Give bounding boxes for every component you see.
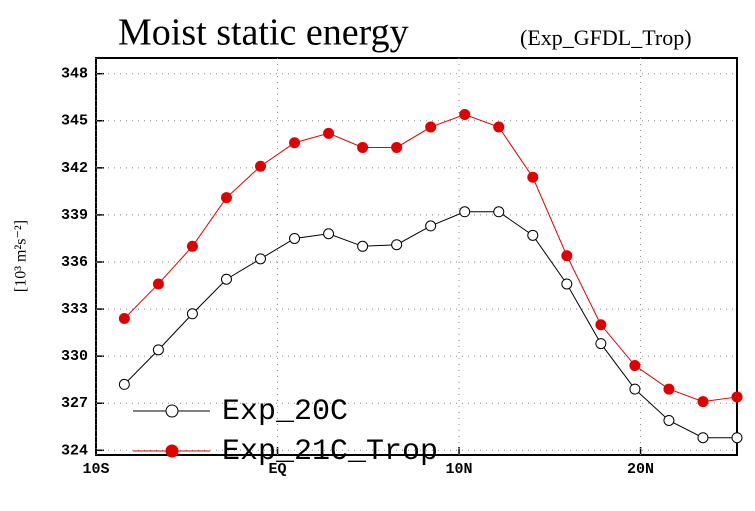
- data-point: [391, 141, 403, 153]
- data-point: [391, 239, 403, 251]
- data-point: [561, 250, 573, 262]
- data-point: [118, 378, 130, 390]
- legend-marker: [165, 404, 179, 418]
- data-point: [220, 192, 232, 204]
- data-point: [425, 220, 437, 232]
- data-point: [493, 206, 505, 218]
- data-point: [629, 383, 641, 395]
- data-point: [663, 383, 675, 395]
- data-point: [425, 121, 437, 133]
- data-point: [731, 432, 743, 444]
- data-point: [255, 160, 267, 172]
- data-point: [186, 308, 198, 320]
- data-point: [629, 360, 641, 372]
- data-point: [459, 108, 471, 120]
- data-point: [152, 278, 164, 290]
- legend-marker: [165, 444, 179, 458]
- data-point: [561, 278, 573, 290]
- y-tick-label: 336: [61, 254, 88, 271]
- y-tick-label: 324: [61, 442, 88, 459]
- data-point: [527, 229, 539, 241]
- x-tick-label: 20N: [627, 461, 654, 478]
- chart-subtitle: (Exp_GFDL_Trop): [520, 25, 692, 50]
- data-point: [186, 240, 198, 252]
- data-point: [323, 127, 335, 139]
- data-point: [152, 344, 164, 356]
- legend-label: Exp_20C: [222, 395, 348, 429]
- data-point: [357, 141, 369, 153]
- data-point: [459, 206, 471, 218]
- legend-label: Exp_21C_Trop: [222, 435, 438, 469]
- x-tick-label: EQ: [269, 461, 287, 478]
- data-point: [118, 312, 130, 324]
- data-point: [323, 228, 335, 240]
- y-tick-label: 348: [61, 66, 88, 83]
- data-point: [595, 338, 607, 350]
- y-tick-label: 339: [61, 207, 88, 224]
- x-tick-label: 10N: [446, 461, 473, 478]
- data-point: [663, 414, 675, 426]
- data-point: [357, 240, 369, 252]
- y-tick-label: 342: [61, 160, 88, 177]
- x-tick-label: 10S: [82, 461, 109, 478]
- y-tick-label: 345: [61, 113, 88, 130]
- data-point: [731, 391, 743, 403]
- data-point: [595, 319, 607, 331]
- y-tick-label: 330: [61, 348, 88, 365]
- chart-title: Moist static energy: [118, 12, 409, 54]
- series-line: [124, 211, 737, 439]
- y-axis-label: [10³ m²s⁻²]: [13, 220, 30, 292]
- data-point: [220, 273, 232, 285]
- data-point: [255, 253, 267, 265]
- data-point: [527, 171, 539, 183]
- data-point: [493, 121, 505, 133]
- data-point: [697, 432, 709, 444]
- data-point: [289, 232, 301, 244]
- series-line: [124, 113, 738, 403]
- data-point: [289, 137, 301, 149]
- y-tick-label: 327: [61, 395, 88, 412]
- data-point: [697, 396, 709, 408]
- y-tick-label: 333: [61, 301, 88, 318]
